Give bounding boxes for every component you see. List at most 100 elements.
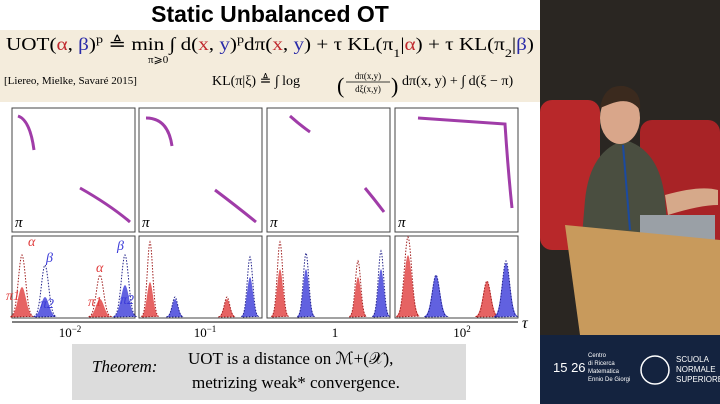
formula-part: UOT( xyxy=(6,34,57,55)
formula-part: ) + τ KL(π xyxy=(416,34,505,55)
formula-part: α xyxy=(57,34,69,54)
panel-bottom xyxy=(394,235,519,319)
marginal-fill xyxy=(241,277,259,317)
formula-part: β xyxy=(516,34,527,54)
slide-title: Static Unbalanced OT xyxy=(151,1,389,27)
tau-label: τ xyxy=(522,315,529,332)
tick-base: 10 xyxy=(194,325,207,340)
theorem-label: Theorem: xyxy=(92,357,157,376)
panel-top xyxy=(11,107,136,233)
marginal-outline xyxy=(10,253,35,318)
tick-exp: 2 xyxy=(466,324,471,334)
formula-part: , xyxy=(68,34,79,54)
formula-part: 2 xyxy=(505,46,512,60)
paren: ) xyxy=(391,73,398,98)
panel-bottom xyxy=(11,235,136,319)
marginal-fill xyxy=(349,277,367,317)
panel-top xyxy=(266,107,391,233)
formula-part: 1 xyxy=(393,46,400,60)
panel-label: π xyxy=(270,215,278,231)
formula-part: x xyxy=(198,34,209,54)
marginal-fill xyxy=(33,297,57,317)
podium xyxy=(565,225,720,335)
marginal-label: α xyxy=(28,235,36,250)
formula-part: p xyxy=(96,32,103,46)
marginal-label: β xyxy=(116,239,124,254)
plan-curve xyxy=(363,187,386,213)
formula-part: | xyxy=(400,34,404,54)
min-subscript: π⩾0 xyxy=(148,54,169,66)
plan-curve xyxy=(417,116,514,209)
formula-band xyxy=(0,30,540,102)
theorem-box xyxy=(72,344,466,400)
tick-exp: −2 xyxy=(72,324,82,334)
arm xyxy=(665,188,718,215)
marginal-fill xyxy=(113,285,137,317)
logo-band xyxy=(540,335,720,404)
formula-part: ) xyxy=(527,34,534,55)
plan-curve xyxy=(214,188,257,224)
tau-tick: 1 xyxy=(332,325,339,340)
marginal-fill xyxy=(10,287,34,317)
marginal-outline xyxy=(33,263,58,318)
crm-number: 15 26 xyxy=(553,360,586,375)
marginal-outline xyxy=(494,259,519,318)
panel-label: π xyxy=(142,215,150,231)
marginal-outline xyxy=(297,251,316,318)
formula-part: x xyxy=(272,34,283,54)
hair xyxy=(600,85,641,110)
marginal-label: π2 xyxy=(40,297,54,312)
panel-bottom xyxy=(138,235,263,319)
theorem-line: metrizing weak* convergence. xyxy=(192,373,400,392)
plan-curve xyxy=(79,186,131,224)
formula-part: ) xyxy=(230,34,237,55)
lanyard xyxy=(622,144,631,231)
formula-part: α xyxy=(405,34,417,54)
formula-part: ∫ d( xyxy=(168,34,198,55)
marginal-outline xyxy=(141,240,160,318)
tau-tick: 102 xyxy=(453,324,471,340)
marginal-label: α xyxy=(96,261,104,276)
kl-num: dπ(x,y) xyxy=(355,71,381,81)
marginal-label: π1 xyxy=(88,295,102,310)
marginal-outline xyxy=(113,253,138,318)
citation: [Liereo, Mielke, Savaré 2015] xyxy=(4,75,137,87)
formula-part: y xyxy=(293,34,304,54)
sns-line: NORMALE xyxy=(676,365,716,374)
marginal-outline xyxy=(372,249,391,318)
formula-part: , xyxy=(209,34,220,54)
uot-formula: UOT(α, β)p ≜ min ∫ d(x, y)pdπ(x, y) + τ … xyxy=(6,32,534,60)
marginal-fill xyxy=(141,282,159,317)
sns-line: SCUOLA xyxy=(676,355,710,364)
marginal-label: π1 xyxy=(6,289,20,304)
marginal-fill xyxy=(88,299,112,317)
tick-exp: −1 xyxy=(207,324,217,334)
marginal-outline xyxy=(241,255,260,318)
panel-bottom xyxy=(266,235,391,319)
panel-label: π xyxy=(15,215,23,231)
marginal-label: π2 xyxy=(120,293,134,308)
panel-label: π xyxy=(398,215,406,231)
marginal-outline xyxy=(166,296,184,318)
tick-base: 10 xyxy=(453,325,466,340)
marginal-fill xyxy=(494,263,518,317)
formula-part: ) + τ KL(π xyxy=(304,34,393,55)
tau-tick: 10−1 xyxy=(194,324,217,340)
formula-part: | xyxy=(512,34,516,54)
kl-left: KL(π|ξ) ≜ ∫ log xyxy=(212,73,300,89)
formula-part: ≜ min xyxy=(103,34,169,54)
sns-seal xyxy=(640,355,670,385)
tau-tick: 10−2 xyxy=(59,324,82,340)
marginal-fill xyxy=(271,269,289,317)
plan-curve xyxy=(17,114,36,151)
head xyxy=(600,92,640,144)
kl-right: dπ(x, y) + ∫ d(ξ − π) xyxy=(402,74,513,89)
formula-part: β xyxy=(78,34,89,54)
marginal-outline xyxy=(271,240,290,318)
panel-top xyxy=(394,107,519,233)
tick-base: 1 xyxy=(332,325,339,340)
paren: ( xyxy=(337,73,344,98)
